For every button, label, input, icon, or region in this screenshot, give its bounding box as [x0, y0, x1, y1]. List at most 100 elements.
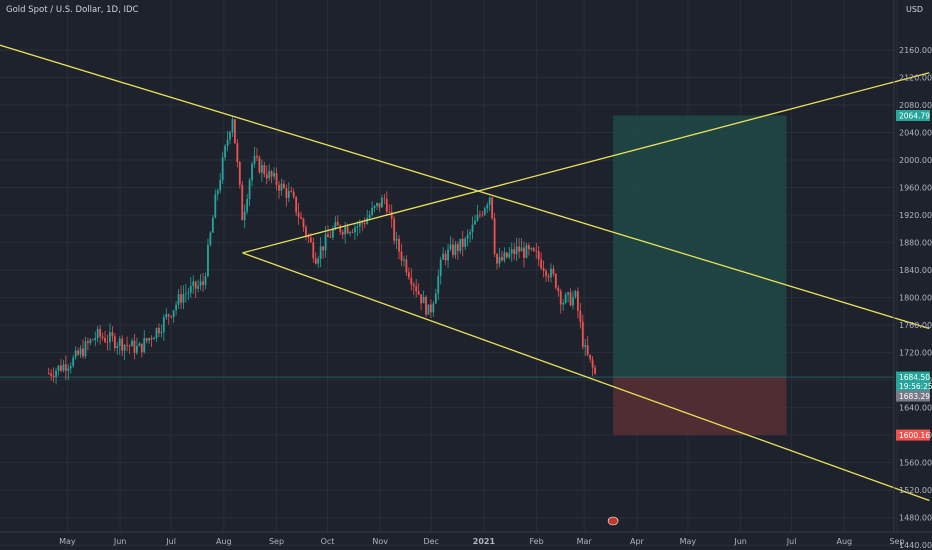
candle-body	[170, 316, 173, 318]
candle-body	[256, 155, 258, 158]
candle-body	[466, 234, 469, 239]
candle-body	[559, 291, 562, 305]
candle-body	[278, 184, 280, 191]
candle-body	[493, 218, 496, 254]
candle-body	[383, 198, 386, 199]
candle-body	[207, 244, 209, 277]
candle-body	[224, 145, 226, 158]
candle-body	[479, 214, 481, 216]
candle-body	[437, 275, 440, 294]
candle-body	[260, 165, 263, 173]
candle-body	[79, 348, 82, 355]
bid-price-tag	[896, 390, 930, 402]
candle-body	[248, 180, 251, 199]
position-zones	[0, 115, 894, 436]
candle-body	[452, 244, 454, 256]
candle-body	[280, 183, 283, 191]
trendline-2[interactable]	[242, 252, 930, 502]
target-zone[interactable]	[613, 115, 787, 378]
candle-body	[498, 256, 501, 264]
candle-body	[405, 259, 408, 273]
candle-body	[447, 249, 449, 261]
candle-body	[131, 340, 133, 347]
candle-body	[287, 191, 290, 198]
x-tick-label: Aug	[216, 537, 232, 546]
candle-body	[591, 359, 594, 368]
candle-body	[283, 183, 285, 189]
y-tick-label: 1720.00	[899, 349, 932, 358]
candle-body	[398, 238, 400, 252]
trendline-3[interactable]	[242, 72, 930, 254]
candle-body	[165, 314, 168, 318]
candle-body	[150, 338, 153, 340]
candle-body	[552, 268, 555, 274]
candle-body	[363, 223, 366, 225]
candle-body	[520, 247, 523, 252]
candle-body	[96, 328, 99, 338]
price-axis[interactable]: 2160.00 2120.00 2080.00 2040.00 2000.00 1960.…	[893, 0, 932, 550]
candle-body	[415, 285, 418, 292]
y-tick-label: 1560.00	[899, 459, 932, 468]
data-source: IDC	[123, 5, 139, 15]
candle-body	[444, 253, 447, 261]
x-tick-label: Feb	[530, 537, 544, 546]
candle-body	[339, 225, 342, 232]
candle-body	[388, 211, 391, 213]
candle-body	[145, 338, 148, 341]
candle-body	[55, 370, 57, 377]
candle-body	[302, 218, 305, 228]
x-tick-label: Nov	[372, 537, 388, 546]
candle-body	[77, 350, 79, 355]
candle-body	[216, 190, 219, 195]
candle-body	[567, 292, 569, 295]
candle-body	[334, 221, 337, 229]
candle-body	[309, 237, 312, 243]
stop-zone[interactable]	[613, 377, 787, 436]
candle-body	[373, 206, 376, 208]
candle-body	[180, 294, 182, 303]
time-axis[interactable]: May Jun Jul Aug Sep Oct Nov Dec 2021 Feb Mar Apr May…	[0, 516, 932, 546]
candle-body	[94, 337, 97, 341]
x-tick-label: Jun	[733, 537, 747, 546]
candle-body	[486, 204, 489, 209]
candle-body	[236, 143, 239, 163]
trendlines[interactable]	[0, 36, 930, 502]
x-tick-label: Jul	[165, 537, 176, 546]
candle-body	[226, 139, 229, 146]
candle-body	[368, 214, 371, 219]
candle-body	[202, 281, 204, 285]
candle-body	[241, 184, 244, 221]
event-marker-icon[interactable]	[607, 516, 619, 526]
candle-body	[346, 226, 349, 234]
candle-body	[155, 328, 158, 339]
candle-body	[358, 222, 361, 227]
candle-body	[569, 292, 572, 306]
candle-body	[194, 281, 197, 289]
candle-body	[474, 220, 476, 225]
candle-body	[579, 310, 582, 322]
candle-body	[128, 345, 131, 347]
candle-body	[160, 331, 163, 334]
candle-body	[231, 119, 234, 133]
x-tick-label: Jul	[786, 537, 797, 546]
trendline-1[interactable]	[0, 36, 930, 330]
candle-body	[91, 339, 94, 341]
candle-body	[133, 340, 136, 353]
y-tick-label: 1480.00	[899, 514, 932, 523]
bid-price-text: 1683.29	[899, 392, 930, 401]
candle-body	[295, 196, 298, 213]
y-tick-label: 1760.00	[899, 321, 932, 330]
candle-body	[454, 244, 457, 256]
candle-body	[307, 235, 310, 238]
candle-body	[138, 343, 141, 347]
target-price-text: 2064.79	[899, 111, 930, 120]
candle-body	[251, 163, 253, 181]
candle-body	[270, 171, 273, 177]
candle-body	[113, 336, 116, 348]
y-tick-label: 2080.00	[899, 101, 932, 110]
candle-body	[273, 173, 275, 177]
y-tick-label: 1960.00	[899, 184, 932, 193]
candle-body	[64, 364, 67, 371]
candle-body	[57, 365, 60, 371]
